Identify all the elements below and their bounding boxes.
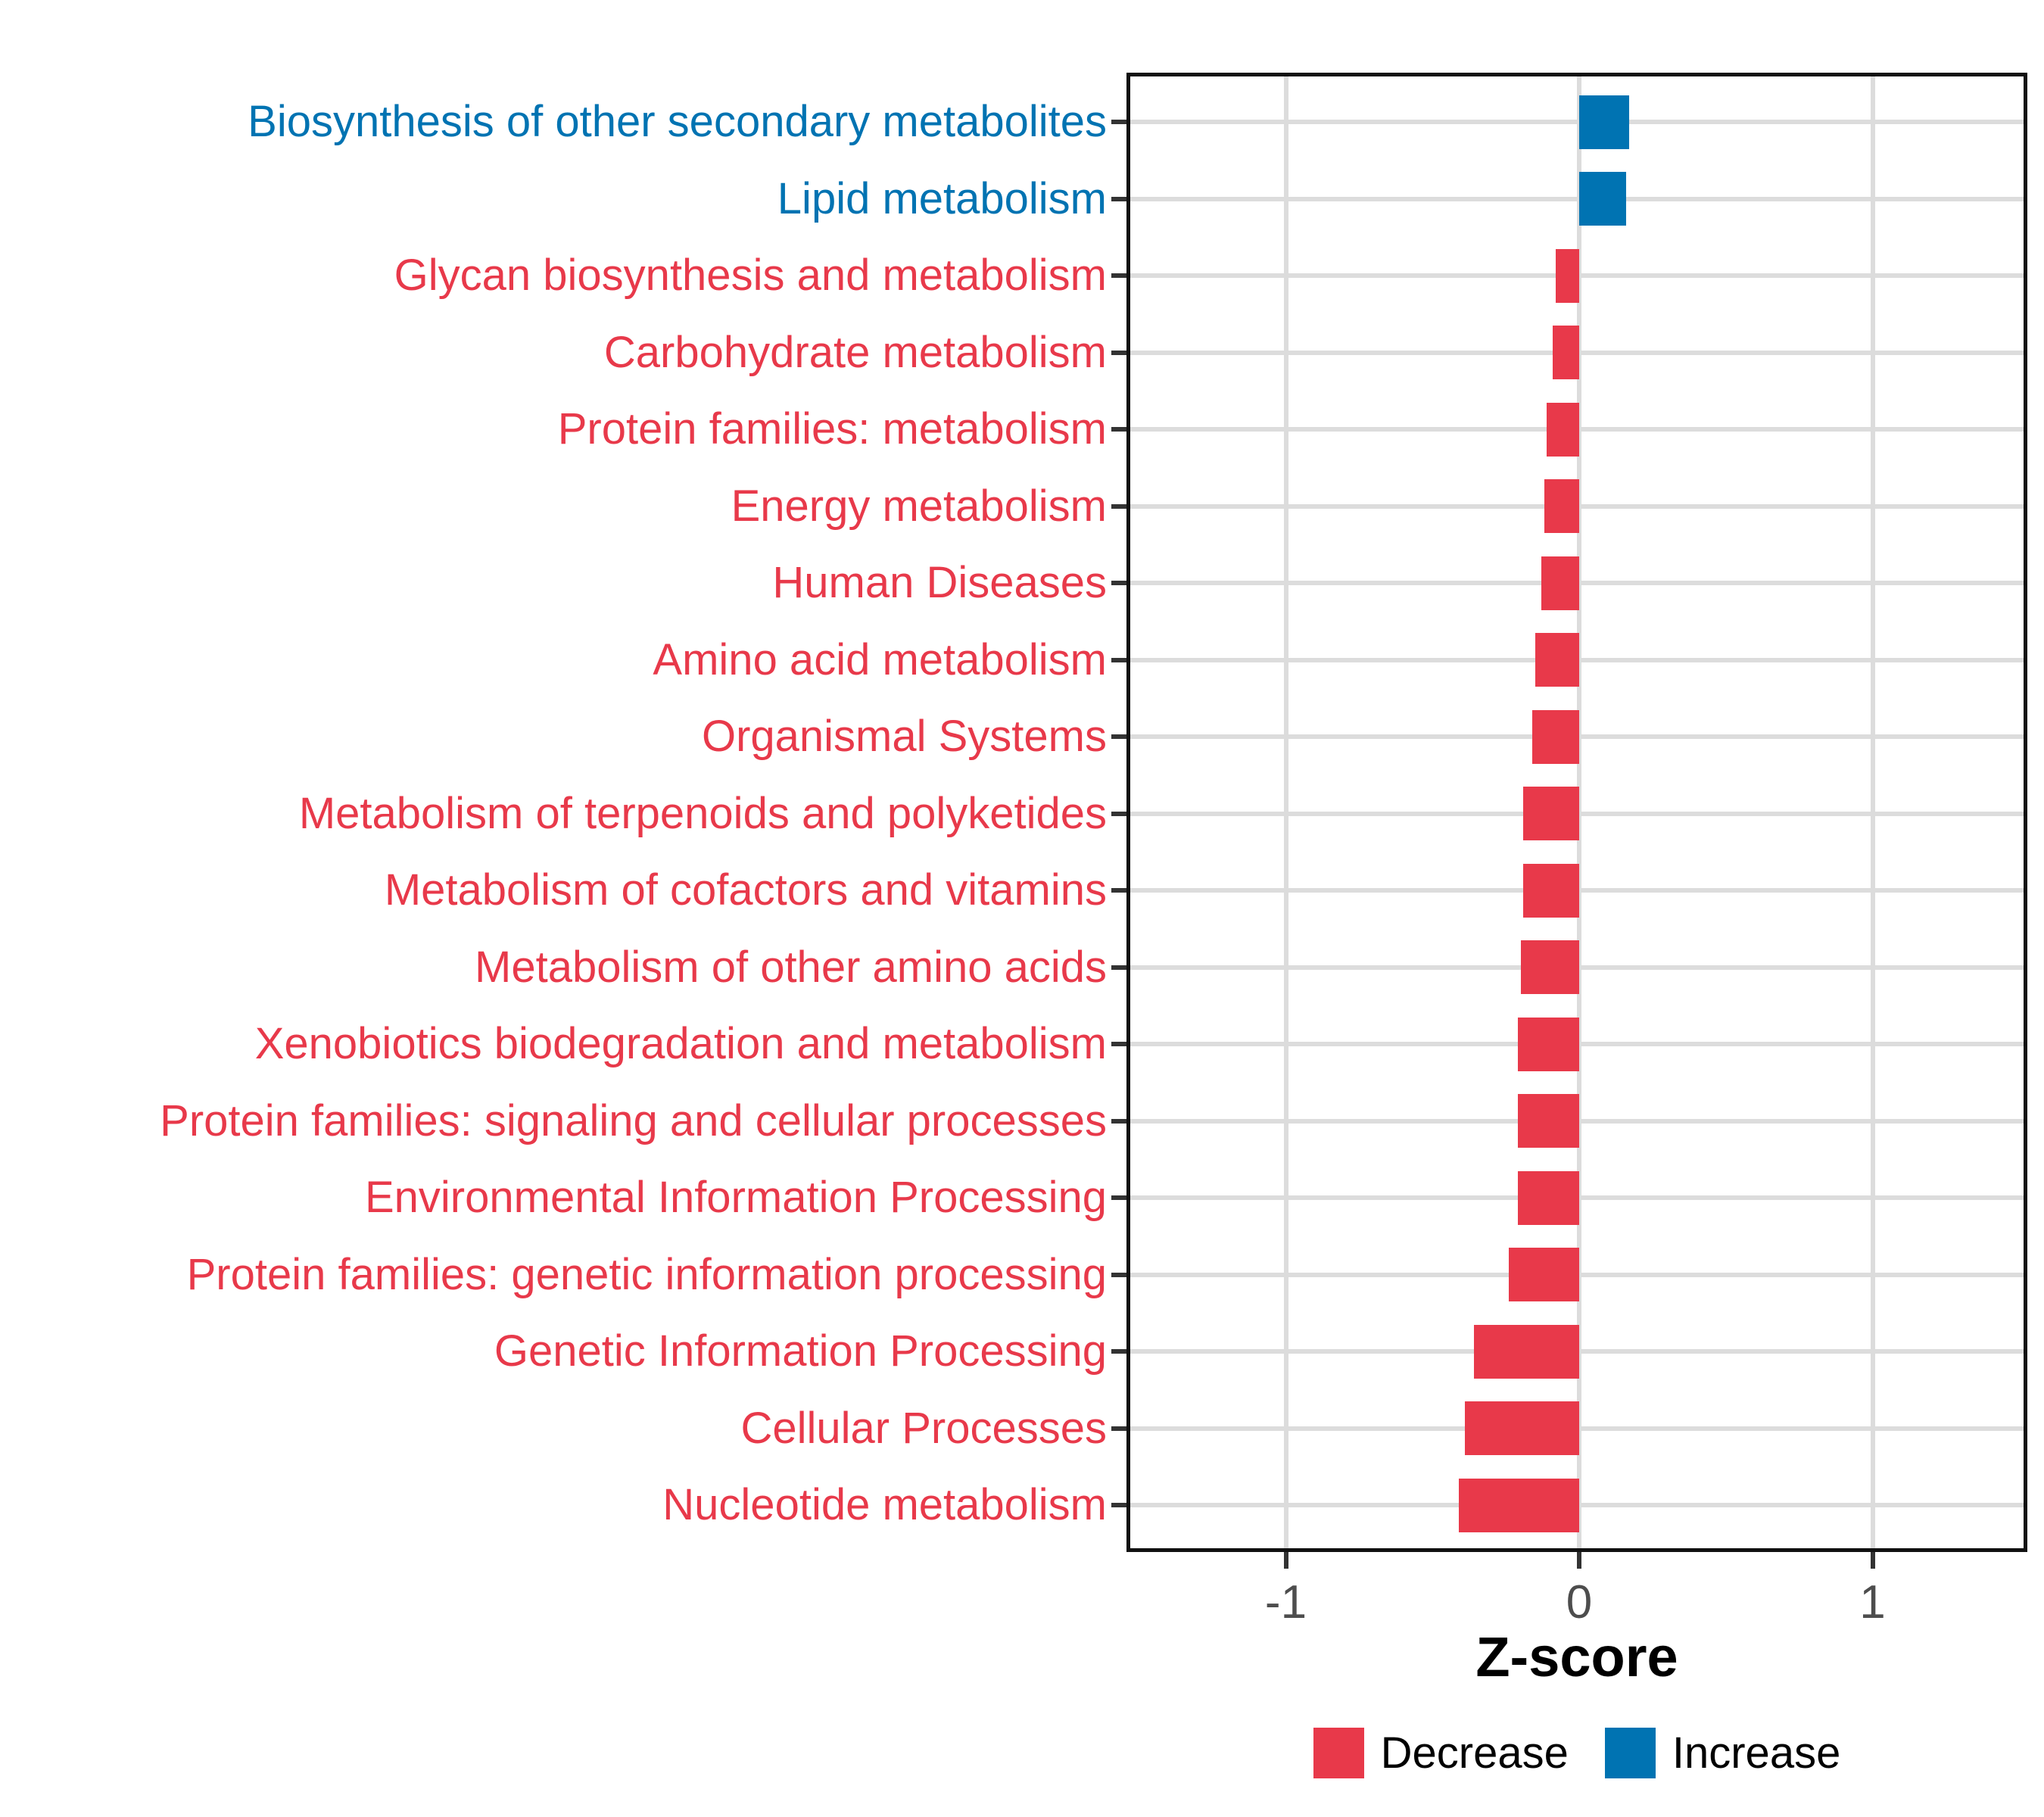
y-tick-mark: [1111, 581, 1126, 585]
horizontal-gridline: [1130, 120, 2024, 124]
x-tick-label: -1: [1264, 1576, 1307, 1628]
category-label: Protein families: genetic information pr…: [186, 1249, 1107, 1299]
x-tick-mark: [1577, 1552, 1581, 1569]
bar-nucleotide-metabolism: [1459, 1478, 1579, 1532]
x-tick-label: 1: [1859, 1576, 1886, 1628]
y-tick-mark: [1111, 1426, 1126, 1431]
category-label: Cellular Processes: [740, 1403, 1107, 1453]
category-label: Protein families: metabolism: [557, 404, 1107, 453]
y-tick-mark: [1111, 1118, 1126, 1124]
bar-metabolism-of-cofactors-and-vitamins: [1523, 863, 1579, 918]
y-tick-mark: [1111, 1349, 1126, 1354]
x-axis-title: Z-score: [1475, 1625, 1678, 1688]
plot-panel: [1126, 73, 2027, 1552]
bar-environmental-information-processing: [1517, 1170, 1579, 1225]
bar-glycan-biosynthesis-and-metabolism: [1556, 248, 1579, 303]
category-label: Environmental Information Processing: [364, 1173, 1107, 1222]
y-tick-mark: [1111, 120, 1126, 124]
bar-metabolism-of-terpenoids-and-polyketides: [1523, 787, 1579, 840]
category-label: Amino acid metabolism: [653, 634, 1107, 684]
bar-xenobiotics-biodegradation-and-metabolism: [1517, 1017, 1579, 1071]
category-label: Glycan biosynthesis and metabolism: [394, 251, 1107, 300]
bar-protein-families-signaling-and-cellular-processes: [1517, 1094, 1579, 1148]
y-tick-mark: [1111, 811, 1126, 816]
y-tick-mark: [1111, 965, 1126, 970]
y-tick-mark: [1111, 1195, 1126, 1200]
category-label: Energy metabolism: [731, 481, 1107, 531]
bar-energy-metabolism: [1544, 479, 1579, 533]
category-label: Protein families: signaling and cellular…: [160, 1095, 1107, 1145]
category-label: Metabolism of terpenoids and polyketides: [298, 788, 1107, 838]
y-tick-mark: [1111, 350, 1126, 355]
bar-organismal-systems: [1532, 709, 1579, 764]
y-tick-mark: [1111, 734, 1126, 739]
legend-label-increase: Increase: [1672, 1728, 1841, 1778]
category-label: Human Diseases: [772, 558, 1107, 607]
bar-lipid-metabolism: [1579, 172, 1626, 226]
y-tick-mark: [1111, 1503, 1126, 1507]
legend-item-decrease: Decrease: [1313, 1728, 1569, 1778]
legend-item-increase: Increase: [1604, 1728, 1841, 1778]
x-tick-mark: [1870, 1552, 1875, 1569]
y-tick-mark: [1111, 196, 1126, 201]
bar-protein-families-metabolism: [1547, 402, 1579, 457]
category-label: Organismal Systems: [701, 712, 1107, 761]
y-tick-mark: [1111, 1042, 1126, 1046]
bar-protein-families-genetic-information-processing: [1509, 1248, 1579, 1301]
bar-carbohydrate-metabolism: [1553, 326, 1579, 379]
y-tick-mark: [1111, 273, 1126, 278]
y-tick-mark: [1111, 888, 1126, 893]
bar-genetic-information-processing: [1473, 1324, 1579, 1379]
y-tick-mark: [1111, 503, 1126, 509]
bar-metabolism-of-other-amino-acids: [1520, 940, 1579, 994]
bar-cellular-processes: [1464, 1401, 1579, 1455]
legend-label-decrease: Decrease: [1380, 1728, 1569, 1778]
category-label: Metabolism of other amino acids: [475, 942, 1107, 992]
category-label: Lipid metabolism: [777, 173, 1107, 223]
y-tick-mark: [1111, 1272, 1126, 1277]
category-label: Metabolism of cofactors and vitamins: [384, 865, 1107, 915]
bar-amino-acid-metabolism: [1535, 633, 1579, 687]
increase-swatch-icon: [1604, 1728, 1656, 1778]
category-label: Genetic Information Processing: [494, 1326, 1107, 1376]
decrease-swatch-icon: [1313, 1728, 1364, 1778]
y-tick-mark: [1111, 657, 1126, 662]
x-tick-label: 0: [1566, 1576, 1593, 1628]
y-tick-mark: [1111, 427, 1126, 432]
category-label: Nucleotide metabolism: [662, 1480, 1107, 1529]
bar-human-diseases: [1541, 556, 1579, 610]
x-tick-mark: [1283, 1552, 1288, 1569]
legend: Decrease Increase: [1126, 1728, 2027, 1778]
category-label: Carbohydrate metabolism: [603, 327, 1107, 377]
bar-biosynthesis-of-other-secondary-metabolites: [1579, 95, 1629, 149]
category-label: Xenobiotics biodegradation and metabolis…: [254, 1019, 1107, 1068]
horizontal-gridline: [1130, 196, 2024, 201]
category-label: Biosynthesis of other secondary metaboli…: [248, 97, 1107, 146]
